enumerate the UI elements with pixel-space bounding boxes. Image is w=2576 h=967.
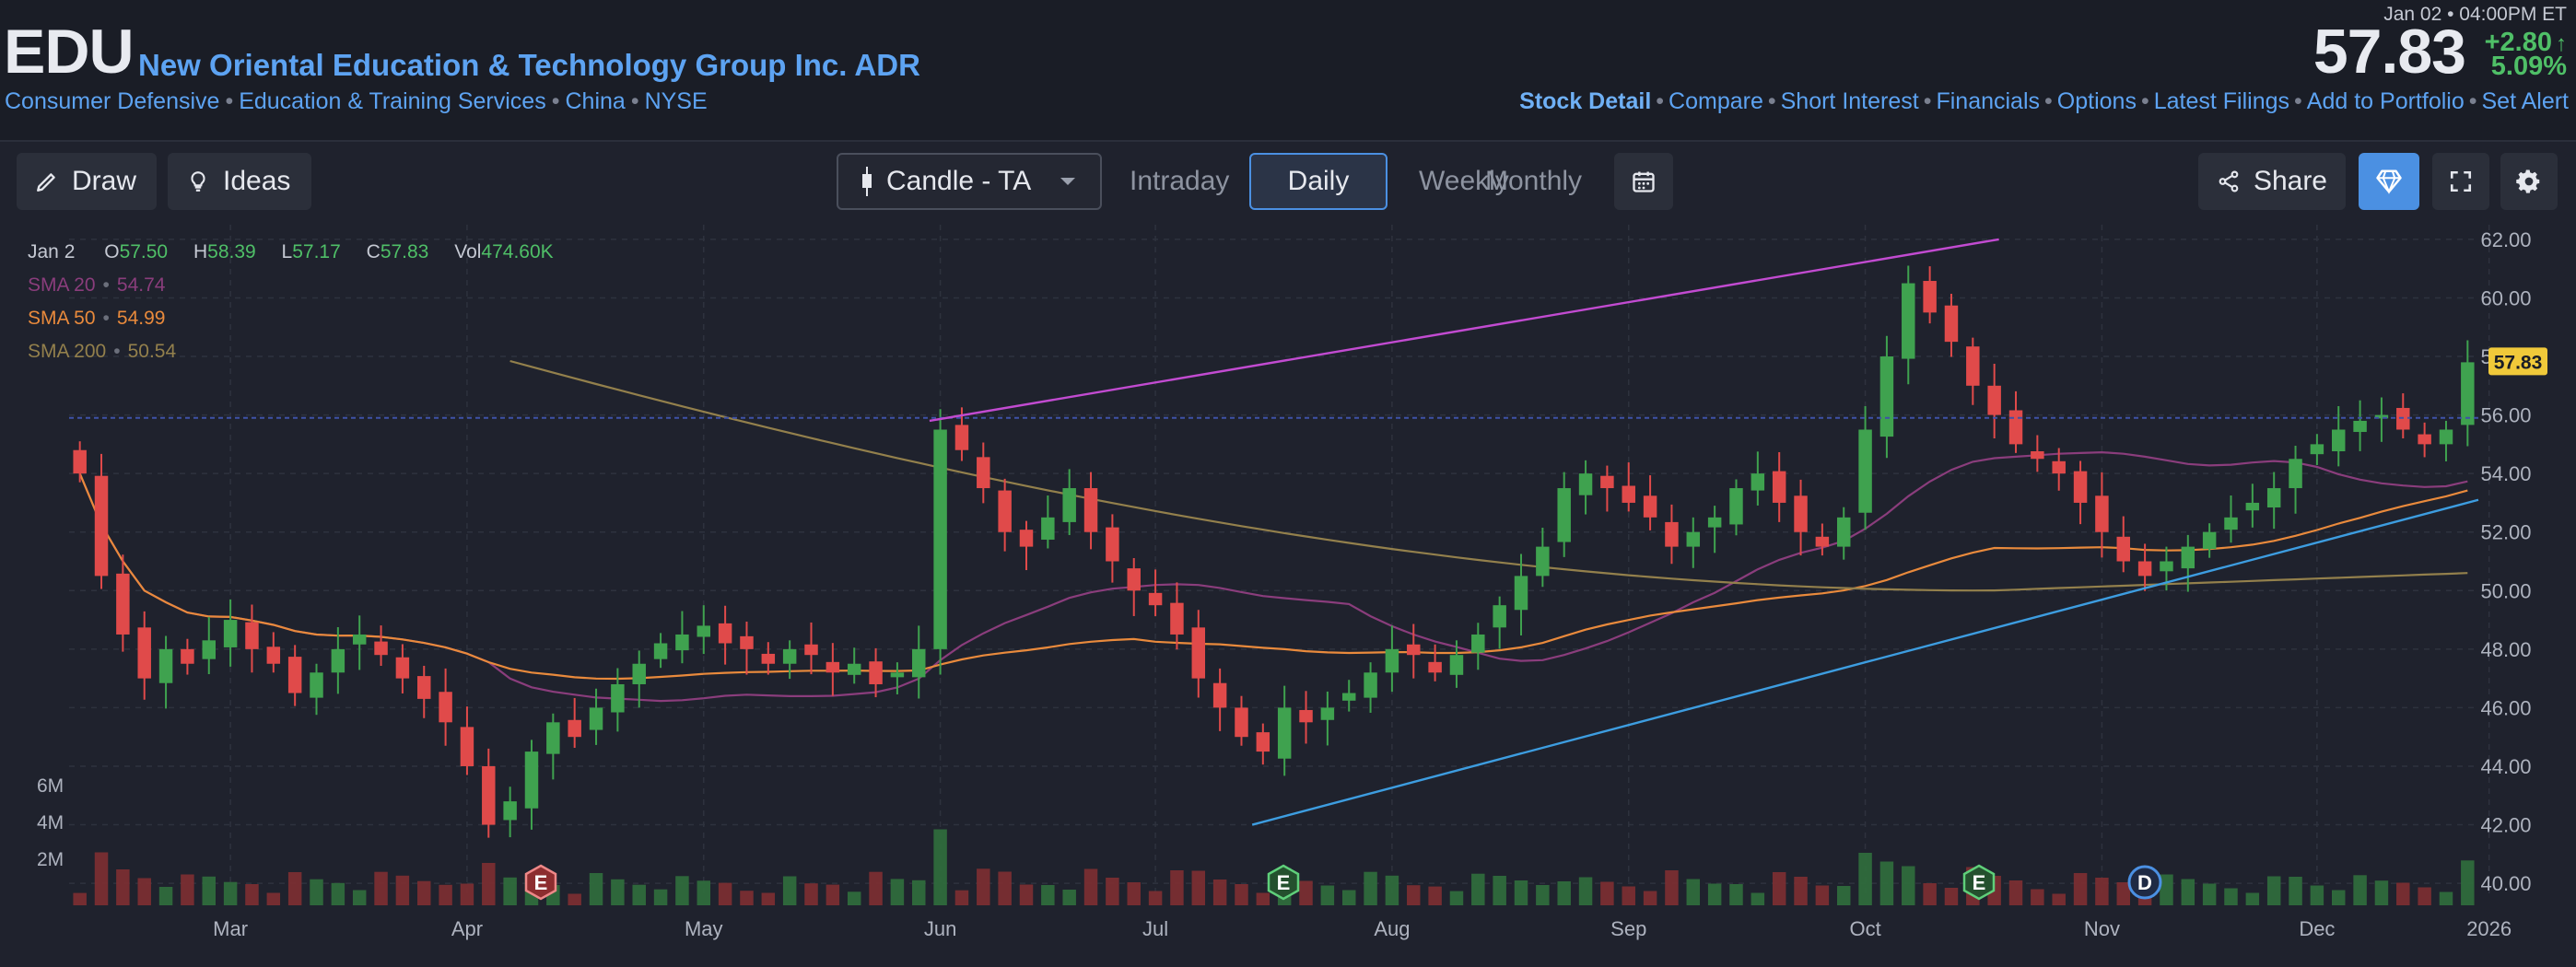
sma200-value: 50.54 <box>127 341 177 362</box>
breadcrumb: Consumer Defensive • Education & Training … <box>5 88 708 114</box>
nav-options[interactable]: Options <box>2056 88 2137 114</box>
nav-financials[interactable]: Financials <box>1936 88 2041 114</box>
price-change: +2.80 ↑ <box>2484 28 2567 57</box>
lightbulb-icon <box>191 171 205 192</box>
last-price: 57.83 <box>2313 17 2466 87</box>
ideas-button[interactable]: Ideas <box>168 153 311 210</box>
fullscreen-button[interactable] <box>2432 153 2489 210</box>
quote-nav: Stock Detail • Compare • Short Interest • Fina… <box>1519 88 2570 114</box>
sma20-name: SMA 20 <box>28 274 96 296</box>
nav-stock-detail[interactable]: Stock Detail <box>1519 88 1652 114</box>
breadcrumb-sector[interactable]: Consumer Defensive <box>5 88 220 114</box>
nav-set-alert[interactable]: Set Alert <box>2481 88 2570 114</box>
nav-short-interest[interactable]: Short Interest <box>1780 88 1919 114</box>
ohlc-close: 57.83 <box>380 241 429 262</box>
ticker-symbol: EDU <box>4 17 135 87</box>
premium-button[interactable] <box>2359 153 2419 210</box>
sma50-legend: SMA 50 • 54.99 <box>28 308 166 329</box>
quote-datetime: Jan 02 • 04:00PM ET <box>2383 4 2567 25</box>
arrow-up-icon: ↑ <box>2556 31 2567 56</box>
calendar-icon <box>1633 171 1655 192</box>
ohlc-vol: 474.60K <box>481 241 554 262</box>
nav-latest-filings[interactable]: Latest Filings <box>2153 88 2290 114</box>
draw-label: Draw <box>72 166 137 196</box>
pencil-icon <box>37 173 55 192</box>
tab-daily[interactable]: Daily <box>1249 153 1388 210</box>
tab-monthly[interactable]: Monthly <box>1485 166 1583 196</box>
ohlc-vol-label: Vol <box>454 241 482 262</box>
nav-add-to-portfolio[interactable]: Add to Portfolio <box>2306 88 2465 114</box>
settings-button[interactable] <box>2500 153 2558 210</box>
breadcrumb-exchange[interactable]: NYSE <box>644 88 708 114</box>
chart-type-select[interactable]: Candle - TA <box>837 153 1102 210</box>
fullscreen-icon <box>2450 170 2472 192</box>
draw-button[interactable]: Draw <box>17 153 157 210</box>
chart-type-label: Candle - TA <box>886 166 1032 196</box>
price-change-percent: 5.09% <box>2490 52 2567 81</box>
ohlc-high-label: H <box>193 241 208 262</box>
date-range-button[interactable] <box>1614 153 1673 210</box>
tab-intraday[interactable]: Intraday <box>1130 166 1230 196</box>
ohlc-legend: Jan 2 O57.50 H58.39 L57.17 C57.83 Vol474… <box>28 241 554 263</box>
company-name[interactable]: New Oriental Education & Technology Grou… <box>138 48 920 82</box>
candle-icon <box>862 167 872 196</box>
sma50-value: 54.99 <box>116 308 166 329</box>
quote-header: EDU New Oriental Education & Technology … <box>0 0 2576 136</box>
sma50-name: SMA 50 <box>28 308 96 329</box>
breadcrumb-country[interactable]: China <box>565 88 626 114</box>
ohlc-open-label: O <box>104 241 120 262</box>
ohlc-date: Jan 2 <box>28 241 76 262</box>
sma20-value: 54.74 <box>116 274 166 296</box>
share-icon <box>2219 170 2239 192</box>
ohlc-low: 57.17 <box>292 241 341 262</box>
share-button[interactable]: Share <box>2198 153 2346 210</box>
ohlc-low-label: L <box>281 241 293 262</box>
sma200-legend: SMA 200 • 50.54 <box>28 341 177 362</box>
nav-compare[interactable]: Compare <box>1669 88 1763 114</box>
chevron-down-icon <box>1060 178 1076 185</box>
ohlc-high: 58.39 <box>207 241 256 262</box>
chart-panel <box>0 140 2576 967</box>
ideas-label: Ideas <box>223 166 291 196</box>
tab-weekly[interactable]: Weekly <box>1419 166 1509 196</box>
gear-icon <box>2516 169 2540 193</box>
sma20-legend: SMA 20 • 54.74 <box>28 274 166 296</box>
sma200-name: SMA 200 <box>28 341 107 362</box>
ohlc-close-label: C <box>366 241 381 262</box>
share-label: Share <box>2253 166 2327 196</box>
breadcrumb-industry[interactable]: Education & Training Services <box>239 88 546 114</box>
diamond-icon <box>2376 169 2402 194</box>
ohlc-open: 57.50 <box>119 241 169 262</box>
